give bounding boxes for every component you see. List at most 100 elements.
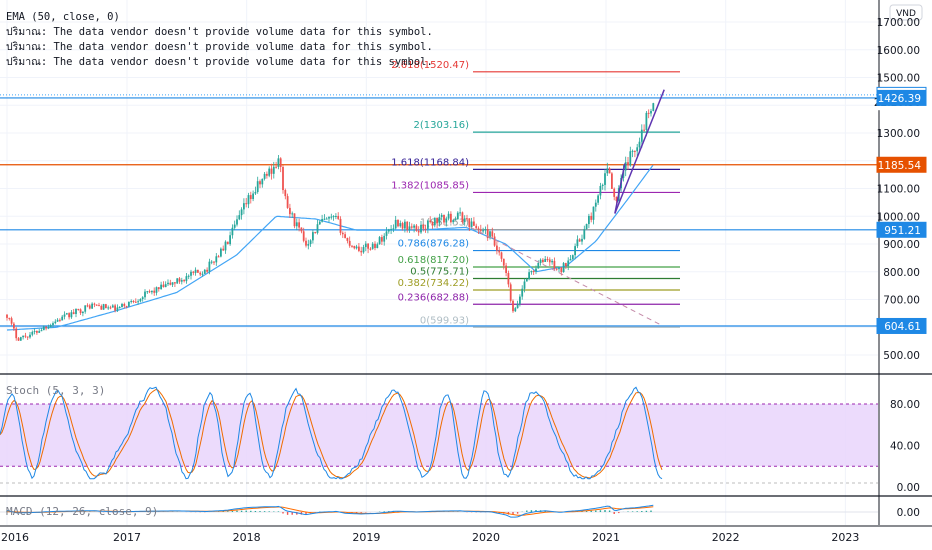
candle-body <box>525 279 528 282</box>
candle-body <box>148 291 151 293</box>
candle-body <box>254 191 257 194</box>
candle-body <box>353 245 356 249</box>
candle-body <box>249 195 252 200</box>
candle-body <box>548 259 551 263</box>
candle-body <box>245 203 248 205</box>
candle-body <box>146 291 149 293</box>
candle-body <box>337 215 340 219</box>
candle-body <box>567 260 570 267</box>
candle-body <box>199 272 202 275</box>
candle-body <box>84 305 87 312</box>
candle-body <box>33 330 36 332</box>
macd-histogram-bar <box>383 511 385 512</box>
candle-body <box>77 308 80 310</box>
macd-histogram-bar <box>512 512 514 515</box>
candle-body <box>139 299 142 302</box>
candle-body <box>410 226 413 228</box>
candle-body <box>427 220 429 229</box>
stoch-tick-label: 40.00 <box>890 441 920 453</box>
candle-body <box>325 218 328 220</box>
fibonacci-extension[interactable]: 2.618(1520.47) 2(1303.16) 1.618(1168.84) 1.… <box>391 60 680 328</box>
candle-body <box>433 217 436 226</box>
price-tick-label: 1300.00 <box>877 128 920 140</box>
candle-body <box>505 265 507 273</box>
candle-body <box>530 270 533 273</box>
candle-body <box>88 305 91 309</box>
candle-body <box>178 278 181 282</box>
candle-body <box>415 225 418 231</box>
candle-body <box>298 222 300 228</box>
candle-body <box>422 224 425 229</box>
price-tick-label: 1000.00 <box>877 211 920 223</box>
candle-body <box>438 217 441 224</box>
candle-body <box>546 259 549 261</box>
macd-histogram-bar <box>231 510 234 512</box>
stoch-k-line <box>0 386 663 480</box>
candle-body <box>583 229 586 239</box>
candle-body <box>498 250 501 253</box>
candle-body <box>348 240 351 246</box>
macd-histogram-bar <box>254 510 257 512</box>
stoch-tick-label: 0.00 <box>897 482 920 494</box>
candle-body <box>105 304 107 309</box>
candle-body <box>72 312 75 314</box>
candles <box>6 102 655 342</box>
candle-body <box>466 218 468 220</box>
candle-body <box>102 304 105 310</box>
candle-body <box>295 222 298 227</box>
macd-histogram-bar <box>618 512 620 514</box>
candle-body <box>645 112 648 130</box>
candle-body <box>240 209 243 216</box>
price-tick-label: 500.00 <box>883 350 920 362</box>
macd-histogram-bar <box>650 510 652 512</box>
candle-body <box>447 213 450 219</box>
candle-body <box>558 267 560 270</box>
candle-body <box>160 284 162 290</box>
candle-body <box>507 272 510 285</box>
candle-body <box>604 173 606 185</box>
macd-histogram-bar <box>268 511 270 512</box>
price-label-box <box>876 156 927 173</box>
candle-body <box>185 276 188 282</box>
drawings[interactable] <box>470 89 665 325</box>
price-axis[interactable]: VND1700.001600.001500.001400.001300.0012… <box>874 4 927 519</box>
candle-body <box>86 305 89 307</box>
macd-histogram-bar <box>526 510 528 512</box>
candle-body <box>318 221 321 225</box>
candle-body <box>229 235 231 245</box>
candle-body <box>305 240 307 246</box>
candle-body <box>408 226 411 231</box>
macd-histogram-bar <box>590 510 592 512</box>
candle-body <box>613 188 616 197</box>
candle-body <box>332 216 335 218</box>
candle-body <box>98 305 100 307</box>
candle-body <box>493 236 496 246</box>
candle-body <box>22 335 24 338</box>
macd-histogram-bar <box>645 510 648 512</box>
price-tick-label: 700.00 <box>883 295 920 307</box>
candle-body <box>479 229 482 231</box>
candle-body <box>576 239 579 247</box>
candle-body <box>452 220 455 223</box>
candle-body <box>91 303 93 309</box>
candle-body <box>551 260 553 263</box>
candle-body <box>489 231 491 239</box>
candle-body <box>640 129 643 142</box>
candle-body <box>631 150 634 152</box>
candle-body <box>335 215 337 217</box>
candle-body <box>339 218 342 233</box>
candle-body <box>358 246 360 251</box>
candle-body <box>597 195 599 203</box>
candle-body <box>134 301 137 303</box>
macd-histogram-bar <box>227 511 229 512</box>
candle-body <box>473 221 475 226</box>
candle-body <box>502 258 505 266</box>
candle-body <box>413 225 415 228</box>
candle-body <box>75 308 77 314</box>
time-axis[interactable]: 2016 2017 2018 2019 2020 2021 2022 2023 <box>1 531 859 544</box>
candle-body <box>192 271 195 273</box>
price-label-box <box>876 89 927 106</box>
candle-body <box>468 218 471 227</box>
candle-body <box>54 321 57 324</box>
